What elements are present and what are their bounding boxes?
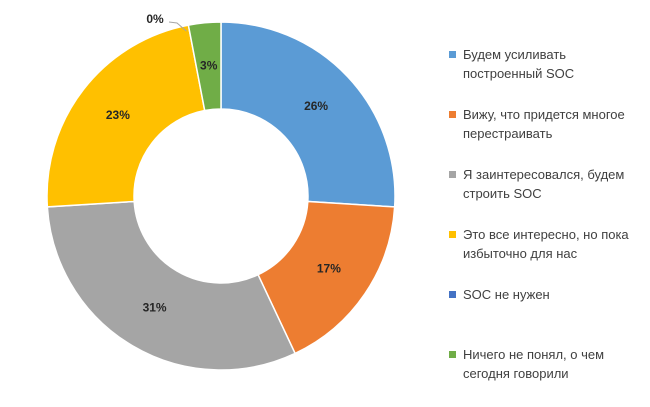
- data-label-5: 0%: [146, 12, 164, 26]
- legend-swatch: [449, 51, 456, 58]
- donut-slice-3: [46, 200, 297, 371]
- data-label-4: 23%: [106, 108, 130, 122]
- donut-slice-1: [220, 21, 396, 208]
- data-label-1: 26%: [304, 99, 328, 113]
- donut-slice-2: [257, 200, 396, 355]
- legend-label: Будем усиливать построенный SOC: [463, 47, 575, 81]
- legend-swatch: [449, 351, 456, 358]
- legend-item-1: Будем усиливать построенный SOC: [449, 45, 649, 83]
- data-label-6: 3%: [200, 58, 218, 72]
- legend-label: Ничего не понял, о чем сегодня говорили: [463, 347, 605, 381]
- legend-item-4: Это все интересно, но пока избыточно для…: [449, 225, 649, 263]
- data-label-2: 17%: [317, 262, 341, 276]
- legend-item-6: Ничего не понял, о чем сегодня говорили: [449, 345, 649, 383]
- legend-swatch: [449, 231, 456, 238]
- legend-swatch: [449, 111, 456, 118]
- legend-item-5: SOC не нужен: [449, 285, 649, 304]
- data-label-3: 31%: [143, 300, 167, 314]
- legend-label: Вижу, что придется многое перестраивать: [463, 107, 625, 141]
- legend-label: Я заинтересовался, будем строить SOC: [463, 167, 625, 201]
- donut-slice-4: [46, 24, 206, 208]
- legend-label: SOC не нужен: [463, 287, 550, 302]
- legend-swatch: [449, 171, 456, 178]
- legend-swatch: [449, 291, 456, 298]
- donut-slice-6: [187, 21, 222, 112]
- legend-item-3: Я заинтересовался, будем строить SOC: [449, 165, 649, 203]
- leader-line: [168, 21, 187, 32]
- legend-item-2: Вижу, что придется многое перестраивать: [449, 105, 649, 143]
- legend-label: Это все интересно, но пока избыточно для…: [463, 227, 629, 261]
